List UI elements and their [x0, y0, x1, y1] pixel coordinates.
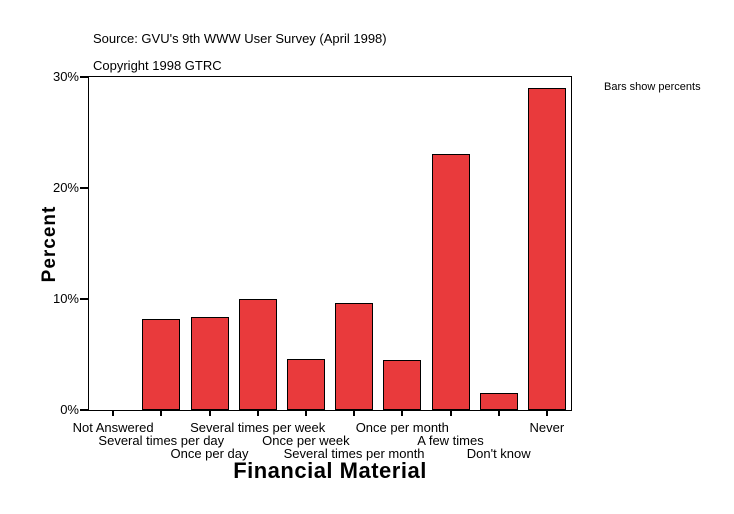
y-tick-label: 10%	[52, 291, 79, 306]
bar-several-times-per-month	[335, 303, 374, 410]
x-tick-label: Never	[529, 420, 565, 435]
x-tick-label: Not Answered	[72, 420, 154, 435]
y-tick	[80, 409, 88, 411]
x-tick	[112, 411, 115, 416]
bar-once-per-day	[190, 316, 229, 410]
x-tick-label: Once per month	[355, 420, 449, 435]
x-tick-label: Several times per day	[98, 433, 225, 448]
y-tick-label: 0%	[60, 402, 79, 417]
x-tick-label: Several times per month	[283, 446, 425, 461]
bar-once-per-week	[286, 358, 325, 410]
y-tick	[80, 76, 88, 78]
x-tick	[256, 411, 259, 416]
bar-several-times-per-day	[142, 318, 181, 410]
x-tick-label: Once per week	[262, 433, 350, 448]
x-tick-label: Several times per week	[190, 420, 326, 435]
x-tick	[208, 411, 211, 416]
x-axis-title: Financial Material	[233, 458, 427, 483]
copyright-text: Copyright 1998 GTRC	[93, 58, 222, 73]
y-tick	[80, 187, 88, 189]
x-tick	[353, 411, 356, 416]
y-tick	[80, 298, 88, 300]
source-text: Source: GVU's 9th WWW User Survey (April…	[93, 31, 387, 46]
bars-show-percents-note: Bars show percents	[604, 81, 701, 93]
y-tick-label: 30%	[52, 69, 79, 84]
bar-don-t-know	[479, 393, 518, 410]
y-tick-label: 20%	[52, 180, 79, 195]
x-tick	[449, 411, 452, 416]
x-tick	[401, 411, 404, 416]
x-tick-label: Once per day	[170, 446, 249, 461]
bar-once-per-month	[383, 360, 422, 410]
bar-several-times-per-week	[238, 299, 277, 410]
x-tick-label: A few times	[417, 433, 484, 448]
bar-never	[527, 88, 566, 410]
x-tick	[497, 411, 500, 416]
plot-area	[88, 76, 572, 411]
bar-a-few-times	[431, 153, 470, 410]
x-tick-label: Don't know	[466, 446, 531, 461]
x-tick	[545, 411, 548, 416]
x-tick	[160, 411, 163, 416]
x-tick	[304, 411, 307, 416]
